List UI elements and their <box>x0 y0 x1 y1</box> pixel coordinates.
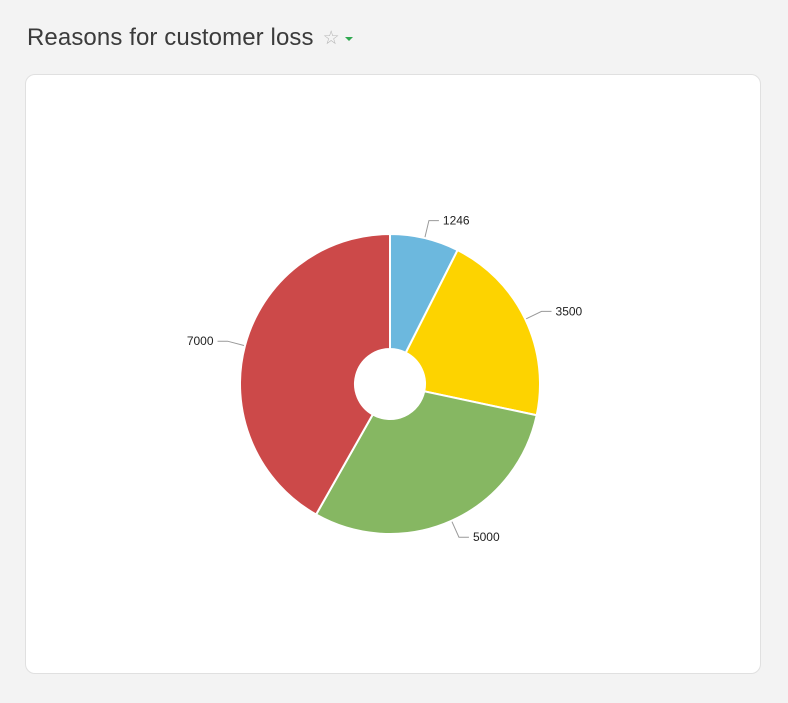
slice-label-1246: 1246 <box>443 214 470 228</box>
caret-down-icon[interactable] <box>344 37 353 41</box>
chart-card: 1246 3500 5000 7000 <box>25 74 761 674</box>
pie-slice-5000[interactable] <box>314 390 538 535</box>
leader-line-1246 <box>424 220 439 238</box>
slice-label-7000: 7000 <box>187 334 214 348</box>
page-header: Reasons for customer loss ☆ <box>27 22 353 54</box>
page-title: Reasons for customer loss <box>27 24 314 51</box>
leader-line-3500 <box>525 310 552 320</box>
slice-label-5000: 5000 <box>473 530 500 544</box>
leader-line-5000 <box>451 521 469 538</box>
pie-slice-7000[interactable] <box>239 232 391 516</box>
star-outline-icon[interactable]: ☆ <box>322 27 340 49</box>
slice-label-3500: 3500 <box>556 304 583 318</box>
pie-slice-3500[interactable] <box>404 248 541 417</box>
pie-chart: 1246 3500 5000 7000 <box>187 214 583 545</box>
leader-line-7000 <box>217 340 245 347</box>
